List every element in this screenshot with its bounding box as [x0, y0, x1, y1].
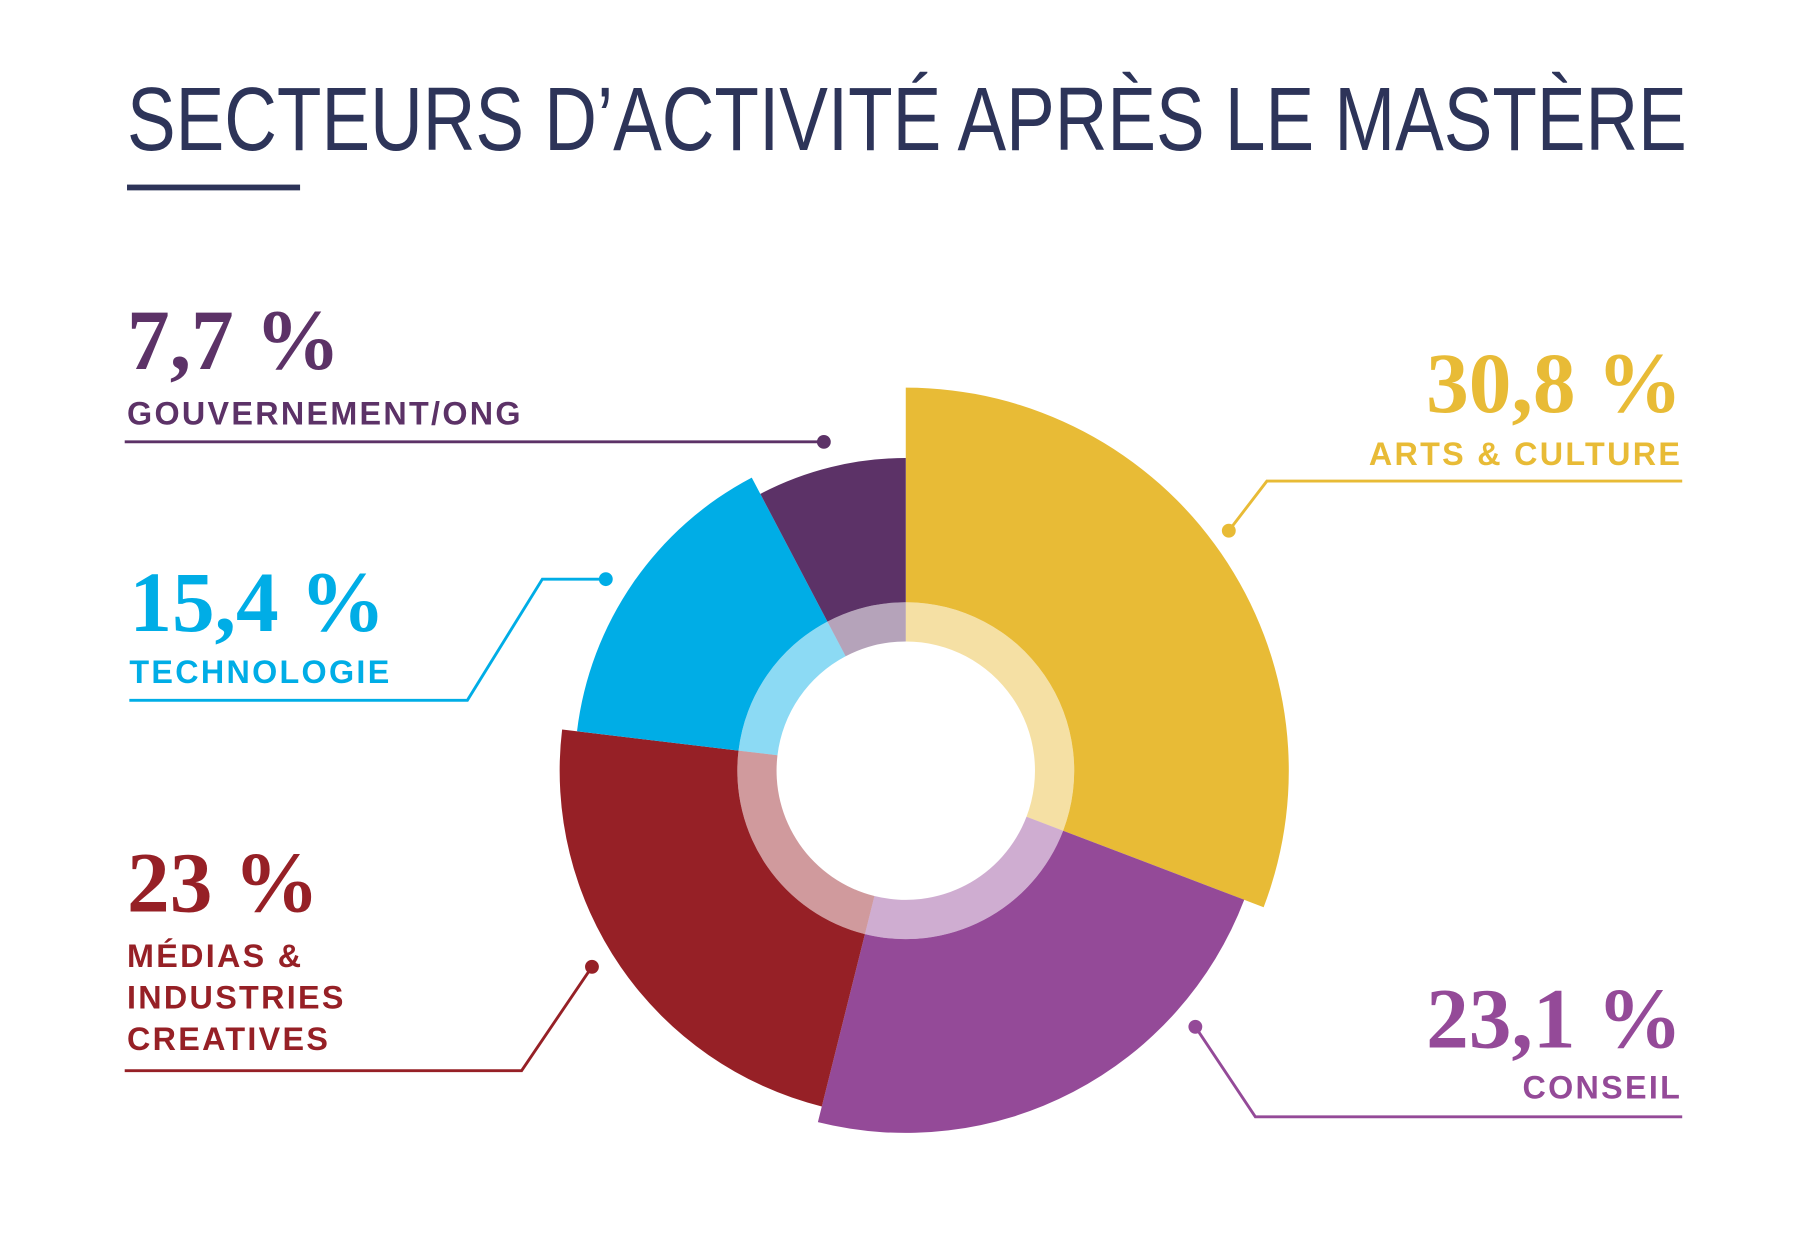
category-label: TECHNOLOGIE	[129, 654, 391, 690]
pie-slice	[559, 729, 865, 1107]
value-label: 15,4 %	[129, 556, 385, 650]
pie-slice	[760, 458, 906, 622]
title-underline	[127, 184, 301, 191]
pie-slice	[905, 387, 1289, 908]
leader-dot	[816, 434, 831, 449]
leader-line	[1194, 1025, 1683, 1119]
category-label: MÉDIAS & INDUSTRIES CREATIVES	[127, 937, 357, 1057]
leader-dot	[1221, 523, 1236, 538]
value-label: 23 %	[127, 836, 319, 930]
leader-line	[124, 965, 594, 1073]
leader-line	[129, 577, 606, 702]
value-label: 23,1 %	[1426, 973, 1682, 1067]
pie-slice-inner	[905, 602, 1075, 831]
category-label-line: MÉDIAS &	[127, 937, 315, 974]
leader-dot	[598, 572, 613, 587]
leader-dot	[1188, 1019, 1203, 1034]
category-label: CONSEIL	[1522, 1069, 1682, 1105]
pie-slice-inner	[864, 816, 1064, 940]
category-label-line: CREATIVES	[127, 1021, 330, 1057]
pie-slice-inner	[738, 621, 846, 756]
leader-line	[1227, 479, 1683, 532]
value-label: 30,8 %	[1426, 337, 1682, 431]
value-label: 7,7 %	[127, 294, 340, 388]
pie	[559, 387, 1289, 1133]
category-label-line: INDUSTRIES	[127, 979, 357, 1015]
pie-slice-inner	[827, 602, 906, 657]
pie-slice-inner	[737, 750, 875, 935]
pie-slice	[577, 477, 828, 751]
category-label: GOUVERNEMENT/ONG	[127, 396, 523, 432]
leader-dot	[585, 959, 599, 974]
pie-slice	[817, 830, 1245, 1133]
category-label: ARTS & CULTURE	[1369, 436, 1682, 472]
chart-title: SECTEURS D’ACTIVITÉ APRÈS LE MASTÈRE	[127, 70, 1687, 170]
